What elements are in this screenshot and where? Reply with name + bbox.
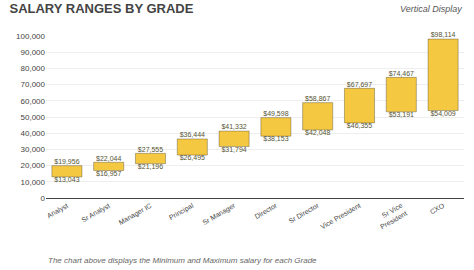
- svg-text:Sr Manager: Sr Manager: [201, 201, 237, 227]
- svg-text:Analyst: Analyst: [46, 202, 70, 220]
- svg-text:50,000: 50,000: [21, 113, 46, 122]
- svg-text:$38,153: $38,153: [263, 135, 288, 142]
- svg-text:$31,794: $31,794: [221, 146, 246, 153]
- svg-text:80,000: 80,000: [21, 64, 46, 73]
- svg-text:Sr Director: Sr Director: [287, 201, 320, 224]
- svg-text:Principal: Principal: [168, 202, 196, 223]
- svg-text:$46,355: $46,355: [347, 122, 372, 129]
- svg-text:$49,598: $49,598: [263, 110, 288, 117]
- svg-text:$42,048: $42,048: [305, 129, 330, 136]
- svg-text:100,000: 100,000: [16, 32, 45, 41]
- svg-text:CXO: CXO: [429, 201, 446, 215]
- svg-text:$98,114: $98,114: [431, 31, 456, 38]
- svg-text:$22,044: $22,044: [96, 155, 121, 162]
- svg-text:SALARY RANGES BY GRADE: SALARY RANGES BY GRADE: [9, 1, 193, 16]
- svg-text:90,000: 90,000: [21, 48, 46, 57]
- svg-text:Vertical Display: Vertical Display: [400, 4, 462, 14]
- svg-text:$74,467: $74,467: [389, 70, 414, 77]
- svg-text:$26,495: $26,495: [180, 154, 205, 161]
- svg-text:Director: Director: [253, 201, 278, 220]
- svg-text:70,000: 70,000: [21, 80, 46, 89]
- svg-text:$16,957: $16,957: [96, 170, 121, 177]
- svg-text:40,000: 40,000: [21, 129, 46, 138]
- svg-text:30,000: 30,000: [21, 145, 46, 154]
- svg-text:The chart above displays the M: The chart above displays the Minimum and…: [48, 256, 317, 265]
- svg-text:$27,555: $27,555: [138, 146, 163, 153]
- svg-text:10,000: 10,000: [21, 178, 46, 187]
- svg-text:$54,009: $54,009: [430, 110, 455, 117]
- svg-text:$41,332: $41,332: [221, 123, 246, 130]
- svg-text:$53,191: $53,191: [389, 111, 414, 118]
- svg-text:Sr VicePresident: Sr VicePresident: [374, 202, 408, 231]
- svg-text:0: 0: [41, 194, 46, 203]
- svg-text:Manager IC: Manager IC: [118, 202, 154, 227]
- svg-text:60,000: 60,000: [21, 97, 46, 106]
- svg-text:$19,956: $19,956: [54, 158, 79, 165]
- svg-text:$67,697: $67,697: [347, 81, 372, 88]
- svg-text:$21,196: $21,196: [138, 163, 163, 170]
- svg-text:$58,867: $58,867: [305, 95, 330, 102]
- svg-text:$36,444: $36,444: [180, 131, 205, 138]
- svg-text:20,000: 20,000: [21, 161, 46, 170]
- svg-text:Sr Analyst: Sr Analyst: [80, 202, 111, 225]
- svg-text:$13,043: $13,043: [54, 176, 79, 183]
- svg-text:Vice President: Vice President: [319, 202, 362, 231]
